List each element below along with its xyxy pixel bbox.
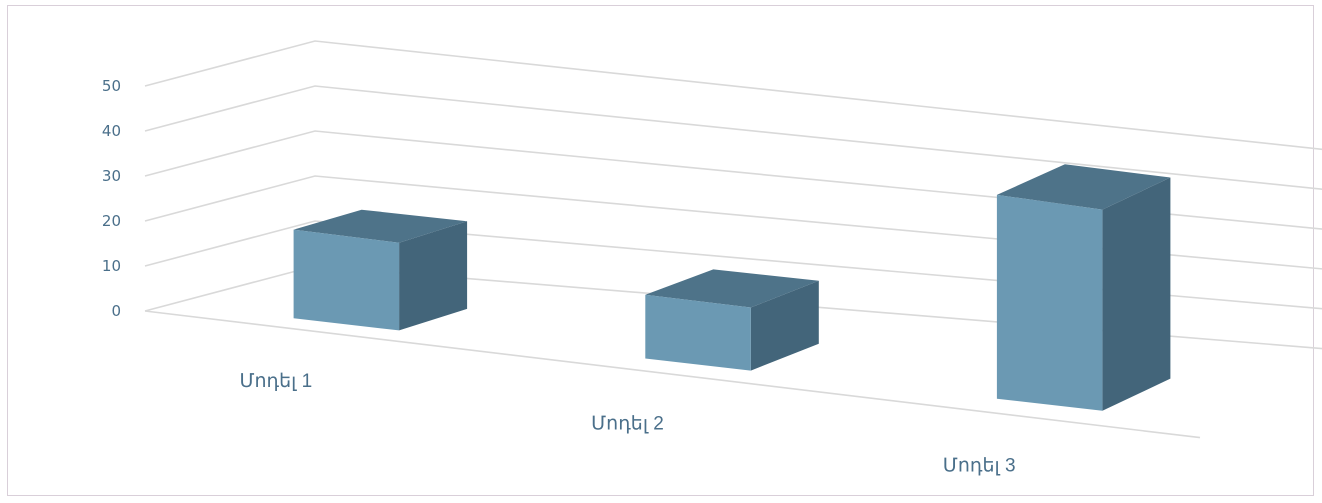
bar-side (1102, 177, 1171, 411)
bar-side (399, 221, 468, 331)
y-tick-label: 40 (102, 122, 121, 140)
bar-side (750, 280, 819, 371)
y-tick-label: 10 (102, 257, 121, 275)
bar-front (996, 194, 1103, 411)
gridline (144, 40, 1322, 151)
bar-top (293, 209, 468, 243)
y-axis-ticks: 0 10 20 30 40 50 (102, 77, 121, 320)
bar-top (996, 164, 1171, 210)
bar-1 (293, 209, 468, 331)
x-category-label: Մոդել 3 (943, 456, 1016, 477)
x-category-label: Մոդել 2 (591, 413, 664, 434)
floor-edge (144, 310, 1201, 439)
y-tick-label: 20 (102, 212, 121, 230)
y-tick-label: 30 (102, 167, 121, 185)
bar-front (645, 294, 751, 371)
bar-2 (645, 269, 819, 371)
bars (293, 164, 1171, 411)
x-category-label: Մոդել 1 (239, 371, 312, 392)
gridline (144, 85, 1322, 190)
y-tick-label: 0 (111, 302, 121, 320)
x-axis-categories: Մոդել 1 Մոդել 2 Մոդել 3 (239, 371, 1015, 476)
bar-3 (996, 164, 1171, 411)
bar-top (645, 269, 819, 308)
bar-front (293, 229, 400, 331)
y-tick-label: 50 (102, 77, 121, 95)
